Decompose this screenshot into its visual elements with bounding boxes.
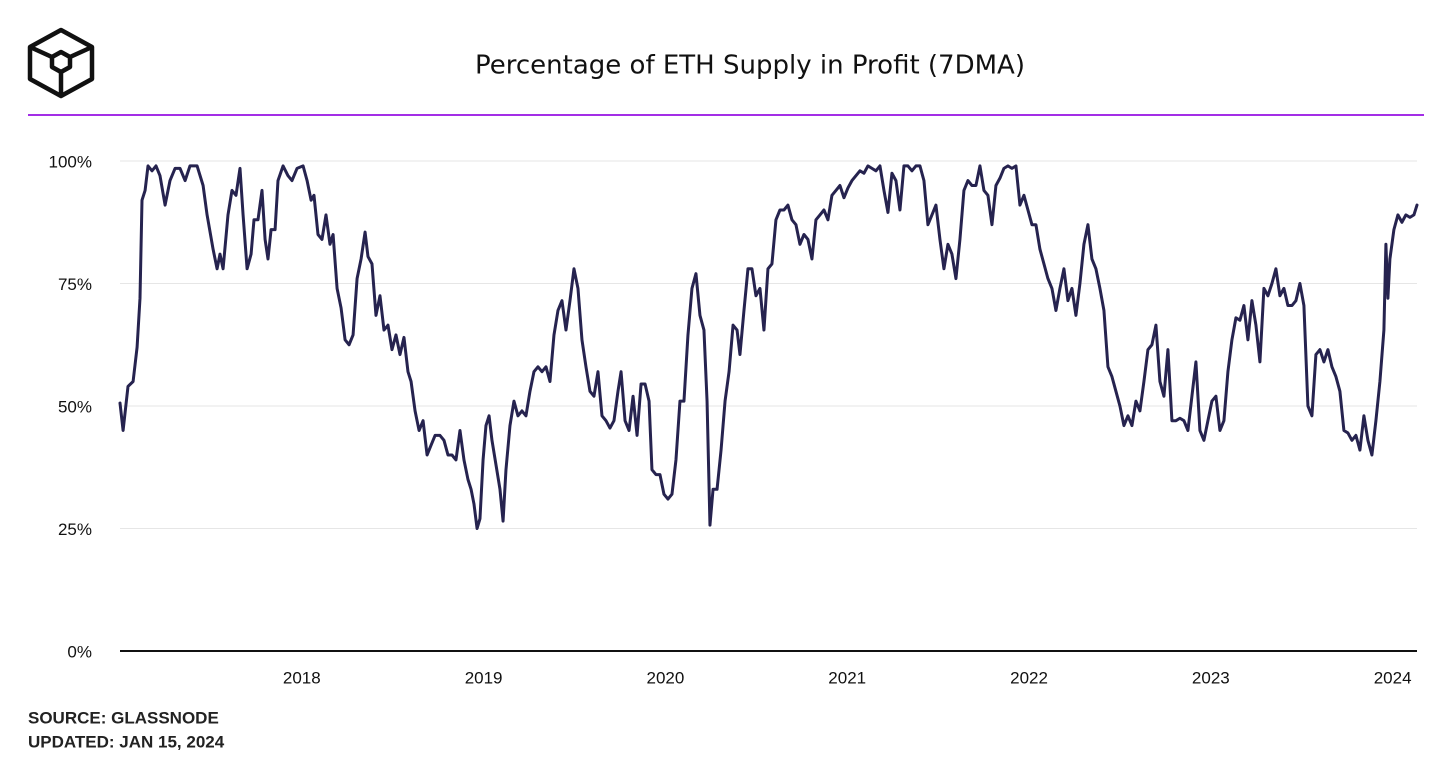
x-tick-label: 2024 (1374, 668, 1412, 687)
data-line (118, 164, 1419, 530)
x-tick-label: 2020 (647, 668, 685, 687)
logo (27, 27, 95, 99)
x-tick-label: 2023 (1192, 668, 1230, 687)
source-note: SOURCE: GLASSNODE (28, 708, 219, 727)
chart-title: Percentage of ETH Supply in Profit (7DMA… (475, 51, 1025, 81)
x-tick-label: 2021 (828, 668, 866, 687)
x-tick-label: 2019 (465, 668, 503, 687)
y-tick-label: 50% (58, 397, 92, 416)
y-tick-label: 100% (49, 152, 92, 171)
x-tick-label: 2018 (283, 668, 321, 687)
updated-note: UPDATED: JAN 15, 2024 (28, 732, 225, 751)
y-tick-label: 0% (67, 642, 92, 661)
x-tick-label: 2022 (1010, 668, 1048, 687)
y-tick-label: 25% (58, 520, 92, 539)
y-tick-label: 75% (58, 275, 92, 294)
